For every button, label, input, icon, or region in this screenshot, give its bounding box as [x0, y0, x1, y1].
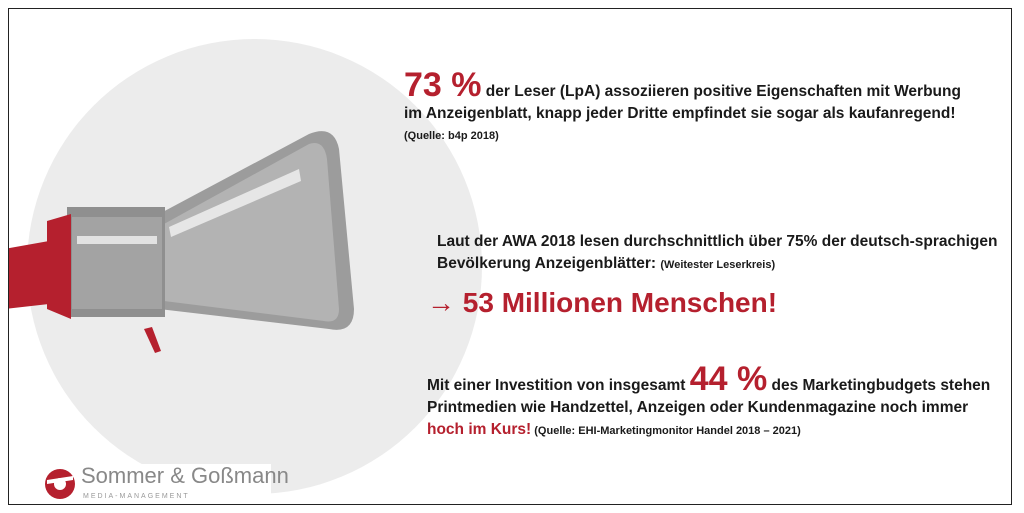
infographic: 73 % der Leser (LpA) assoziieren positiv…: [8, 8, 1012, 505]
budget-stat-block: Mit einer Investition von insgesamt 44 %…: [427, 360, 1011, 442]
logo-name: Sommer & Goßmann: [81, 463, 289, 488]
budget-text-post: des Marketingbudgets stehen: [767, 377, 991, 394]
budget-source: (Quelle: EHI-Marketingmonitor Handel 201…: [531, 425, 801, 437]
reader-percentage: 73 %: [404, 66, 482, 104]
company-logo: Sommer & Goßmann MEDIA-MANAGEMENT: [41, 464, 289, 504]
megaphone-icon: [9, 131, 354, 353]
awa-stat-text-2: Bevölkerung Anzeigenblätter:: [437, 255, 661, 272]
budget-text-2: Printmedien wie Handzettel, Anzeigen ode…: [427, 399, 969, 416]
reader-stat-block: 73 % der Leser (LpA) assoziieren positiv…: [404, 67, 994, 147]
budget-red-text: hoch im Kurs!: [427, 421, 532, 438]
awa-stat-block: Laut der AWA 2018 lesen durchschnittlich…: [427, 231, 1007, 320]
awa-stat-text: Laut der AWA 2018 lesen durchschnittlich…: [437, 233, 998, 250]
reader-stat-source: (Quelle: b4p 2018): [404, 130, 499, 142]
budget-percentage: 44 %: [689, 360, 768, 398]
awa-note: (Weitester Leserkreis): [660, 259, 776, 271]
awa-headline: → 53 Millionen Menschen!: [427, 287, 778, 318]
budget-text: Mit einer Investition von insgesamt: [427, 377, 690, 394]
reader-stat-text: der Leser (LpA) assoziieren positive Eig…: [481, 83, 961, 100]
reader-stat-text-2: im Anzeigenblatt, knapp jeder Dritte emp…: [404, 105, 956, 122]
logo-mark-icon: [45, 469, 75, 499]
logo-subtitle: MEDIA-MANAGEMENT: [83, 493, 190, 500]
